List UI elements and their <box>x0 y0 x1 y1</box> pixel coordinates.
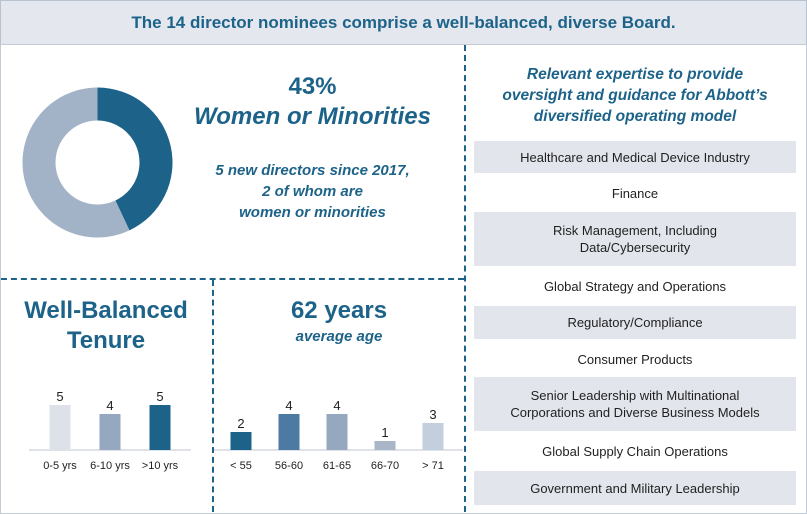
bar-value-label: 4 <box>333 398 340 413</box>
expertise-item-label: Global Strategy and Operations <box>543 278 727 294</box>
expertise-item-label: Global Supply Chain Operations <box>542 443 728 459</box>
tenure-title-line: Well-Balanced <box>24 297 188 324</box>
divider-right-column <box>464 45 466 512</box>
bar-value-label: 2 <box>237 416 244 431</box>
bar-value-label: 5 <box>156 390 163 404</box>
age-bar-chart: 2 < 55 4 56-60 4 61-65 1 66-70 3 > 71 <box>214 398 463 472</box>
expertise-item: Risk Management, Including Data/Cybersec… <box>474 212 796 266</box>
expertise-item: Consumer Products <box>474 342 796 376</box>
category-tick-label: 6-10 yrs <box>90 460 130 472</box>
expertise-item: Finance <box>474 176 796 210</box>
new-directors-line: 5 new directors since 2017, <box>215 162 410 179</box>
category-tick-label: > 71 <box>422 460 444 472</box>
bar <box>99 414 121 450</box>
expertise-item: Global Supply Chain Operations <box>474 434 796 468</box>
bar <box>278 414 300 450</box>
divider-middle <box>1 278 464 280</box>
expertise-item-label: Finance <box>611 185 659 201</box>
bar-value-label: 4 <box>106 398 113 413</box>
expertise-item-label: Risk Management, Including Data/Cybersec… <box>552 223 718 255</box>
header-banner: The 14 director nominees comprise a well… <box>0 0 807 45</box>
bar <box>326 414 348 450</box>
expertise-item: Regulatory/Compliance <box>474 306 796 339</box>
bar <box>422 423 444 450</box>
category-tick-label: 0-5 yrs <box>43 460 77 472</box>
bar-value-label: 3 <box>429 407 436 422</box>
category-tick-label: 61-65 <box>323 460 351 472</box>
age-title: 62 years <box>290 297 388 324</box>
category-tick-label: 66-70 <box>371 460 399 472</box>
diversity-label: Women or Minorities <box>194 103 431 130</box>
bar <box>374 441 396 450</box>
bar-value-label: 4 <box>285 398 292 413</box>
expertise-item: Senior Leadership with Multinational Cor… <box>474 377 796 431</box>
bar-value-label: 1 <box>381 425 388 440</box>
expertise-item: Government and Military Leadership <box>474 471 796 505</box>
expertise-title-line: Relevant expertise to provide <box>526 66 744 83</box>
diversity-percent: 43% <box>288 73 337 100</box>
expertise-title: Relevant expertise to provide oversight … <box>480 64 790 127</box>
category-tick-label: < 55 <box>230 460 252 472</box>
tenure-bar-chart: 5 0-5 yrs 4 6-10 yrs 5 >10 yrs <box>29 390 191 472</box>
bar <box>49 405 71 450</box>
expertise-title-line: oversight and guidance for Abbott’s <box>502 87 768 104</box>
new-directors-note: 5 new directors since 2017, 2 of whom ar… <box>175 160 450 223</box>
bar-value-label: 5 <box>56 390 63 404</box>
bar <box>149 405 171 450</box>
tenure-title-line: Tenure <box>66 327 146 354</box>
bar <box>230 432 252 450</box>
divider-tenure-age <box>212 280 214 512</box>
new-directors-line: women or minorities <box>239 204 386 221</box>
donut-slice <box>97 87 173 231</box>
expertise-item-label: Government and Military Leadership <box>530 480 740 496</box>
new-directors-line: 2 of whom are <box>262 183 363 200</box>
expertise-item-label: Healthcare and Medical Device Industry <box>520 149 750 165</box>
header-title: The 14 director nominees comprise a well… <box>131 12 676 32</box>
diversity-summary: 43% Women or Minorities <box>175 72 450 132</box>
donut-slice <box>22 87 130 238</box>
expertise-item-label: Consumer Products <box>577 351 693 367</box>
expertise-item-label: Senior Leadership with Multinational Cor… <box>510 388 760 420</box>
tenure-title: Well-Balanced Tenure <box>0 296 212 356</box>
expertise-item-label: Regulatory/Compliance <box>567 315 703 330</box>
expertise-item: Global Strategy and Operations <box>474 269 796 303</box>
expertise-title-line: diversified operating model <box>533 108 737 125</box>
expertise-item: Healthcare and Medical Device Industry <box>474 141 796 173</box>
category-tick-label: >10 yrs <box>142 460 179 472</box>
diversity-donut-chart <box>22 87 173 238</box>
age-subtitle: average age <box>295 328 383 345</box>
category-tick-label: 56-60 <box>275 460 303 472</box>
